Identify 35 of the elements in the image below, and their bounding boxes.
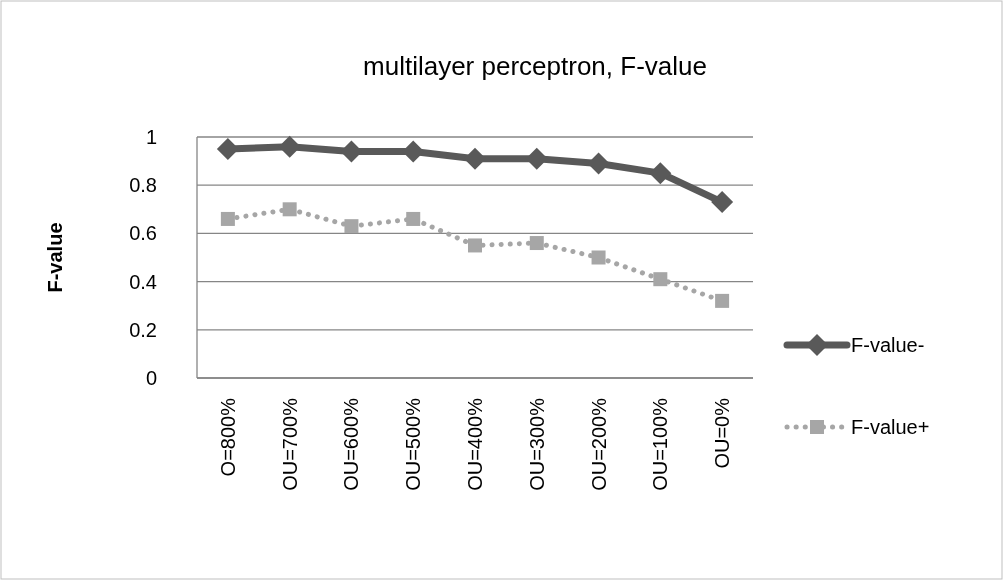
x-tick-label: O=800%	[216, 397, 239, 477]
point	[468, 238, 482, 253]
point	[711, 191, 734, 214]
y-axis-title: F-value	[44, 222, 66, 293]
point	[406, 211, 421, 226]
point	[529, 236, 544, 251]
y-tick-label: 0.2	[129, 318, 157, 341]
point	[591, 250, 606, 265]
point	[278, 135, 301, 158]
x-tick-label: OU=400%	[464, 397, 486, 491]
point	[220, 211, 235, 226]
point	[216, 138, 239, 161]
point	[653, 272, 668, 287]
x-tick-label: OU=600%	[340, 397, 363, 491]
point	[344, 219, 359, 234]
y-tick-label: 0.8	[129, 174, 157, 197]
y-tick-label: 0	[145, 367, 157, 389]
x-tick-label: OU=200%	[587, 397, 610, 491]
y-tick-label: 1	[145, 126, 157, 148]
point	[402, 140, 425, 163]
point	[587, 152, 610, 175]
x-tick-label: OU=0%	[711, 397, 734, 469]
point	[649, 162, 672, 185]
chart-title: multilayer perceptron, F-value	[363, 51, 707, 81]
x-tick-label: OU=500%	[402, 397, 425, 491]
x-tick-label: OU=100%	[649, 397, 672, 491]
point	[282, 202, 297, 217]
y-tick-label: 0.6	[129, 222, 157, 245]
y-tick-label: 0.4	[129, 270, 157, 293]
legend-label: F-value+	[851, 416, 930, 438]
point	[715, 293, 730, 308]
x-tick-label: OU=300%	[525, 397, 548, 491]
point	[464, 147, 486, 170]
x-tick-label: OU=700%	[278, 397, 301, 491]
legend-label: F-value-	[851, 334, 925, 356]
